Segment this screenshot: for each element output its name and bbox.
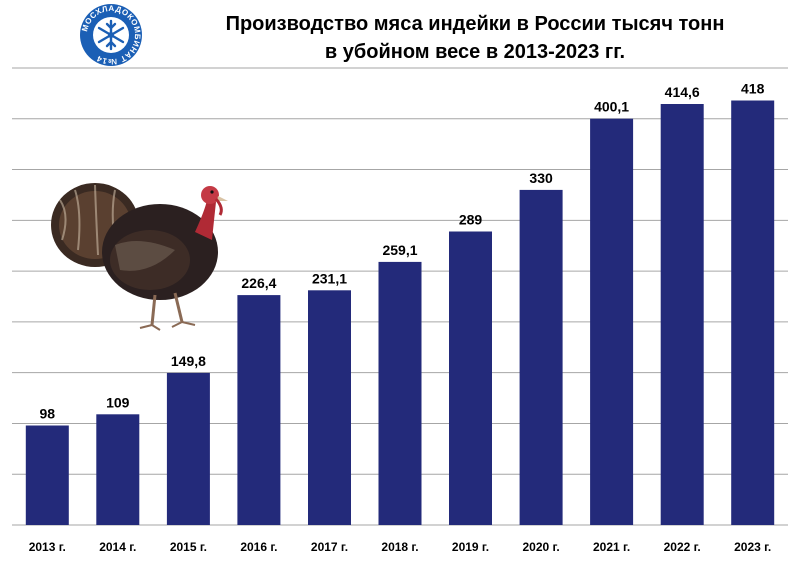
value-label-5: 231,1 [312, 270, 347, 286]
bar-11 [731, 100, 775, 525]
x-tick-label-11: 2023 г. [734, 540, 771, 554]
chart-title-line-2: в убойном весе в 2013-2023 гг. [325, 41, 625, 63]
bar-1 [25, 425, 69, 525]
value-labels: 98 109 149,8 226,4 231,1 259,1 289 330 400,1 414,… [40, 81, 765, 422]
bar-8 [519, 189, 563, 525]
turkey-icon [51, 183, 228, 331]
bar-3 [166, 372, 210, 525]
x-tick-label-2: 2014 г. [99, 540, 136, 554]
bar-5 [308, 290, 351, 525]
x-tick-label-1: 2013 г. [29, 540, 66, 554]
x-tick-label-4: 2016 г. [240, 540, 277, 554]
value-label-1: 98 [40, 406, 56, 422]
x-tick-label-6: 2018 г. [381, 540, 418, 554]
bar-4 [237, 295, 281, 525]
snowflake-icon [97, 19, 125, 51]
bar-7 [449, 231, 492, 525]
x-tick-label-8: 2020 г. [523, 540, 560, 554]
value-label-4: 226,4 [241, 275, 276, 291]
x-tick-label-7: 2019 г. [452, 540, 489, 554]
value-label-7: 289 [459, 212, 483, 228]
x-tick-label-5: 2017 г. [311, 540, 348, 554]
value-label-8: 330 [529, 170, 553, 186]
x-tick-label-3: 2015 г. [170, 540, 207, 554]
bar-2 [96, 414, 140, 525]
value-label-11: 418 [741, 81, 765, 97]
bars [25, 100, 775, 525]
value-label-2: 109 [106, 394, 130, 410]
x-tick-label-10: 2022 г. [664, 540, 701, 554]
x-tick-label-9: 2021 г. [593, 540, 630, 554]
value-label-3: 149,8 [171, 353, 206, 369]
bar-9 [590, 118, 634, 525]
chart-title-line-1: Производство мяса индейки в России тысяч… [226, 13, 725, 35]
bar-10 [660, 104, 704, 525]
company-logo: МОСХЛАДОКОМБИНАТ №14 [80, 4, 142, 66]
x-axis-tick-labels: 2013 г. 2014 г. 2015 г. 2016 г. 2017 г. 2018 … [29, 540, 772, 554]
bar-6 [378, 261, 422, 525]
value-label-9: 400,1 [594, 99, 629, 115]
value-label-6: 259,1 [382, 242, 417, 258]
value-label-10: 414,6 [665, 84, 700, 100]
